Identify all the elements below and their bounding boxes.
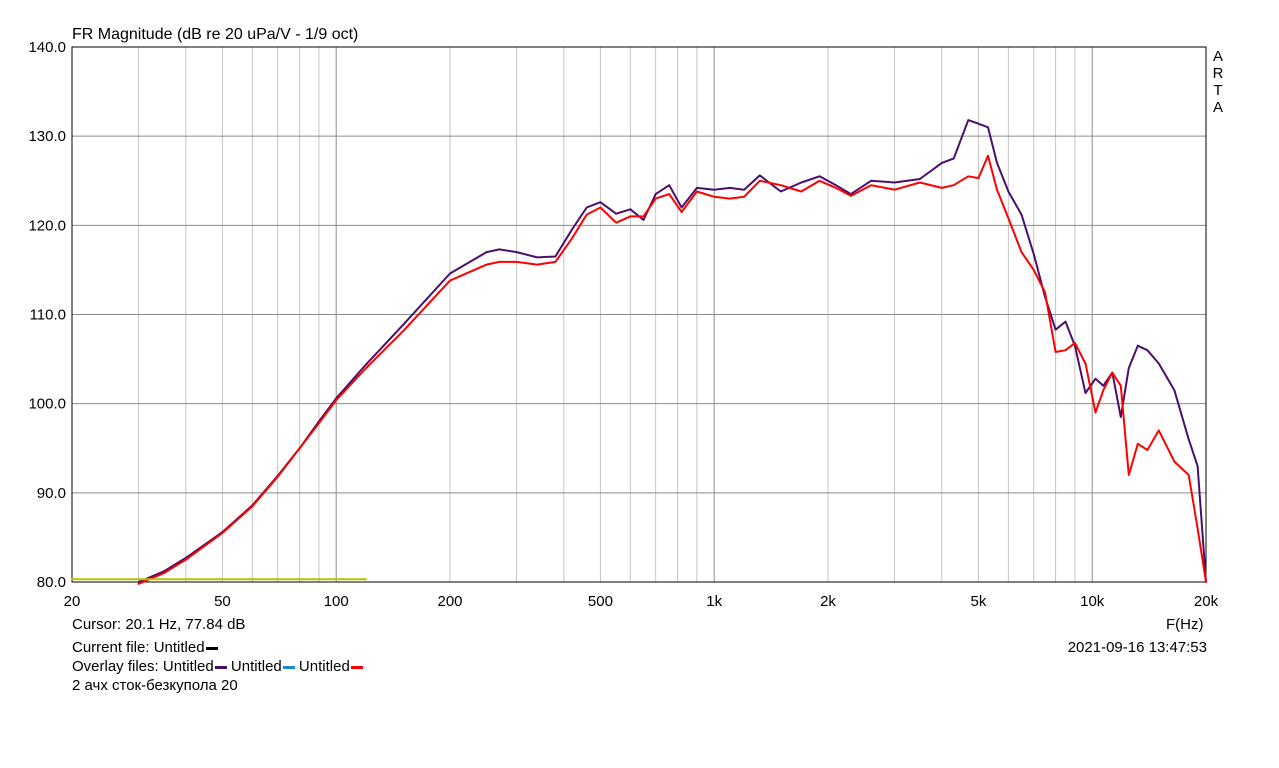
- grid-lines: [71, 46, 1207, 583]
- x-tick-label: 1k: [706, 593, 722, 610]
- arta-letter: A: [1212, 48, 1223, 65]
- y-tick-label: 120.0: [28, 217, 66, 234]
- current-file-swatch: [205, 646, 218, 650]
- x-axis-label: F(Hz): [1166, 616, 1204, 633]
- x-tick-label: 100: [324, 593, 349, 610]
- arta-letter: A: [1212, 99, 1223, 116]
- x-tick-label: 50: [214, 593, 231, 610]
- series-line: [137, 119, 1207, 583]
- series-layer: [71, 119, 1207, 585]
- x-tick-label: 20k: [1194, 593, 1219, 610]
- overlay-swatch: [214, 665, 227, 669]
- measurement-caption: 2 ачх сток-безкупола 20: [72, 677, 238, 694]
- y-tick-label: 130.0: [28, 128, 66, 145]
- current-file-text: Current file: Untitled: [72, 639, 205, 656]
- overlay-file-name: Untitled: [298, 658, 350, 675]
- tick-labels: 20 50 100 200 500 1k 2k 5k 10k 20k 80.0 90.0 100.0 11…: [28, 39, 1218, 610]
- y-tick-label: 90.0: [37, 485, 66, 502]
- x-tick-label: 200: [437, 593, 462, 610]
- arta-letter: T: [1213, 82, 1223, 99]
- overlay-file-name: Untitled: [230, 658, 282, 675]
- x-tick-label: 5k: [970, 593, 986, 610]
- plot-frame: [71, 46, 1207, 583]
- x-tick-label: 10k: [1080, 593, 1105, 610]
- chart-title: FR Magnitude (dB re 20 uPa/V - 1/9 oct): [72, 26, 358, 43]
- x-tick-label: 20: [64, 593, 81, 610]
- y-tick-label: 100.0: [28, 396, 66, 413]
- overlay-files-line: Overlay files: Untitled Untitled Untitle…: [72, 658, 363, 675]
- y-tick-label: 140.0: [28, 39, 66, 56]
- y-tick-label: 110.0: [30, 307, 66, 324]
- cursor-readout: Cursor: 20.1 Hz, 77.84 dB: [72, 616, 246, 633]
- series-line: [137, 154, 1207, 585]
- arta-corner-label: A R T A: [1212, 48, 1224, 116]
- overlay-files-text: Overlay files: Untitled: [72, 658, 214, 675]
- overlay-swatch: [350, 665, 363, 669]
- timestamp: 2021-09-16 13:47:53: [1067, 639, 1207, 656]
- current-file-line: Current file: Untitled: [72, 639, 218, 656]
- x-tick-label: 2k: [820, 593, 836, 610]
- overlay-swatch: [282, 665, 295, 669]
- arta-letter: R: [1212, 65, 1224, 82]
- x-tick-label: 500: [588, 593, 613, 610]
- y-tick-label: 80.0: [37, 574, 66, 591]
